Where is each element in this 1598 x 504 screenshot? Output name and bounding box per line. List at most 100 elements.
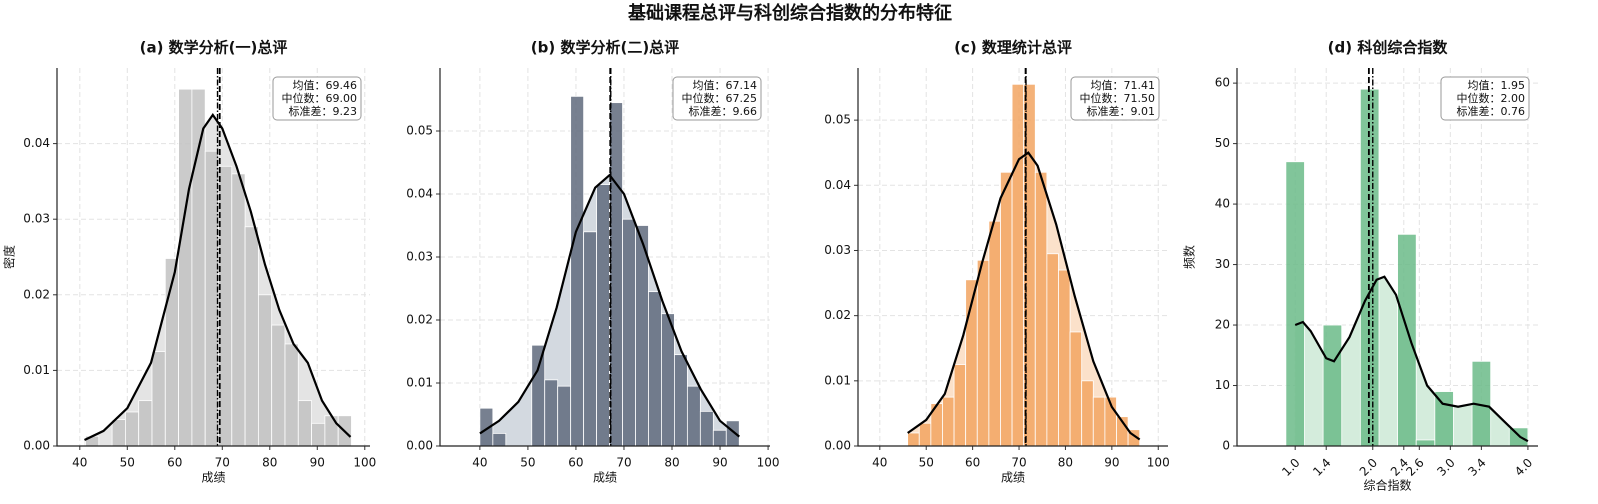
x-tick-label: 90	[712, 456, 727, 470]
bar	[492, 432, 507, 447]
y-tick-label: 60	[1215, 76, 1230, 90]
x-tick-label: 100	[1147, 456, 1170, 470]
bar	[1046, 253, 1059, 447]
bar	[284, 343, 299, 447]
bar	[151, 351, 166, 447]
bar	[1011, 83, 1025, 447]
bar	[622, 218, 636, 447]
y-tick-label: 0.01	[23, 363, 50, 377]
axis-spines	[857, 68, 1168, 447]
axis-title: (c) 数理统计总评	[954, 39, 1072, 57]
y-tick-label: 0.04	[406, 187, 433, 201]
x-tick-label: 60	[167, 456, 182, 470]
bar	[1322, 324, 1343, 447]
x-tick-label: 90	[1104, 456, 1119, 470]
y-tick-label: 0.00	[406, 439, 433, 453]
y-tick-label: 0.00	[824, 439, 851, 453]
x-tick-label: 40	[472, 456, 487, 470]
x-tick-label: 50	[919, 456, 934, 470]
bar	[635, 225, 649, 447]
bar	[231, 173, 246, 447]
bar	[661, 313, 675, 447]
bar	[1034, 171, 1048, 447]
stats-text: 均值：71.41	[1091, 79, 1156, 92]
bar	[1069, 331, 1083, 447]
y-axis-label: 密度	[2, 245, 17, 269]
x-tick-label: 70	[1011, 456, 1026, 470]
bar	[609, 102, 623, 447]
x-tick-label: 1.4	[1310, 456, 1333, 479]
x-tick-label: 50	[520, 456, 535, 470]
x-tick-label: 50	[120, 456, 135, 470]
y-tick-label: 10	[1215, 378, 1230, 392]
x-tick-label: 60	[568, 456, 583, 470]
stats-text: 中位数：69.00	[282, 91, 358, 105]
bar	[953, 364, 967, 447]
bar	[988, 220, 1001, 447]
bar	[583, 231, 597, 447]
y-tick-label: 0.00	[23, 439, 50, 453]
stats-text: 标准差：9.01	[1087, 104, 1156, 118]
kde-line	[479, 173, 740, 438]
bar	[324, 415, 339, 447]
bar	[674, 354, 688, 447]
bar	[712, 429, 727, 447]
stats-text: 中位数：2.00	[1457, 91, 1526, 105]
x-tick-label: 40	[72, 456, 87, 470]
x-tick-label: 100	[757, 456, 780, 470]
bar	[942, 396, 955, 447]
bar	[570, 95, 585, 447]
y-tick-label: 0.01	[824, 373, 851, 387]
x-tick-label: 80	[664, 456, 679, 470]
bar	[686, 385, 701, 447]
axis-spines	[1236, 68, 1538, 447]
y-tick-label: 0	[1222, 439, 1230, 453]
stats-text: 中位数：71.50	[1080, 91, 1156, 105]
bar	[725, 420, 740, 447]
bar	[1058, 269, 1071, 447]
y-axis-label: 频数	[1182, 245, 1197, 269]
y-tick-label: 30	[1215, 257, 1230, 271]
y-tick-label: 20	[1215, 318, 1230, 332]
bar	[204, 150, 219, 447]
axis-spines	[56, 68, 370, 447]
y-tick-label: 0.01	[406, 376, 433, 390]
x-tick-label: 4.0	[1512, 456, 1535, 479]
y-tick-label: 0.05	[824, 113, 851, 127]
bar	[271, 324, 286, 447]
bar	[178, 88, 193, 447]
stats-text: 标准差：9.66	[689, 104, 758, 118]
bar	[976, 259, 990, 447]
x-tick-label: 60	[965, 456, 980, 470]
figure-title: 基础课程总评与科创综合指数的分布特征	[627, 2, 952, 24]
stats-text: 标准差：9.23	[289, 104, 358, 118]
bar	[544, 379, 559, 447]
axis-title: (d) 科创综合指数	[1328, 39, 1449, 57]
x-tick-label: 3.0	[1434, 456, 1457, 479]
y-tick-label: 0.05	[406, 124, 433, 138]
stats-box	[672, 76, 762, 121]
stats-text: 标准差：0.76	[1457, 104, 1526, 118]
bar	[1081, 380, 1094, 447]
axis-spines	[439, 68, 770, 447]
bar	[1397, 233, 1417, 447]
bar	[124, 411, 140, 447]
bar	[1434, 391, 1454, 447]
bar	[311, 422, 326, 447]
bar	[531, 344, 546, 447]
stats-text: 均值：67.14	[693, 79, 758, 92]
bar	[648, 291, 662, 447]
x-tick-label: 2.6	[1403, 456, 1426, 479]
x-tick-label: 80	[1058, 456, 1073, 470]
axis-title: (b) 数学分析(二)总评	[531, 39, 679, 57]
x-tick-label: 2.0	[1357, 456, 1380, 479]
bar	[297, 400, 312, 447]
bar	[596, 184, 610, 447]
x-tick-label: 100	[353, 456, 376, 470]
bar	[1000, 171, 1013, 447]
axis-title: (a) 数学分析(一)总评	[140, 39, 288, 57]
bar	[557, 385, 572, 447]
kde-line	[84, 112, 352, 441]
x-tick-label: 90	[310, 456, 325, 470]
